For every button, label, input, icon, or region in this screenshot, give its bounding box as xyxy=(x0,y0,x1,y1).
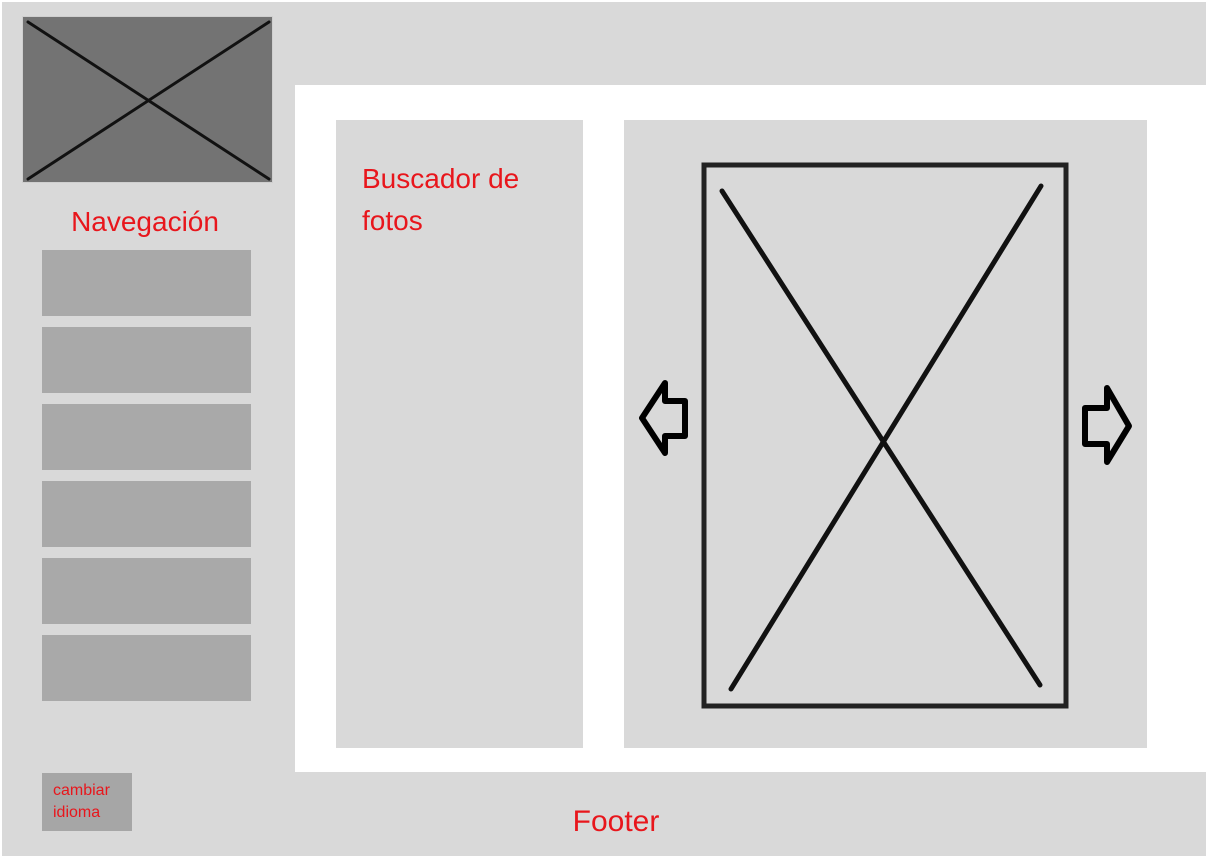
arrow-right-icon[interactable] xyxy=(1082,385,1132,465)
photo-viewer xyxy=(624,120,1147,748)
image-placeholder-icon xyxy=(719,183,1044,692)
navigation-menu xyxy=(42,250,251,712)
nav-item-3[interactable] xyxy=(42,404,251,470)
photo-placeholder xyxy=(701,162,1069,709)
nav-item-6[interactable] xyxy=(42,635,251,701)
navigation-title: Navegación xyxy=(71,206,219,237)
nav-item-1[interactable] xyxy=(42,250,251,316)
image-placeholder-icon xyxy=(26,20,271,181)
footer: Footer xyxy=(572,805,660,838)
change-language-button[interactable]: cambiar idioma xyxy=(42,773,132,831)
nav-item-5[interactable] xyxy=(42,558,251,624)
logo-image xyxy=(22,16,273,183)
arrow-left-icon[interactable] xyxy=(639,380,688,456)
nav-item-4[interactable] xyxy=(42,481,251,547)
photo-search-panel: Buscador de fotos xyxy=(336,120,583,748)
nav-item-2[interactable] xyxy=(42,327,251,393)
photo-search-title: Buscador de fotos xyxy=(362,163,520,236)
